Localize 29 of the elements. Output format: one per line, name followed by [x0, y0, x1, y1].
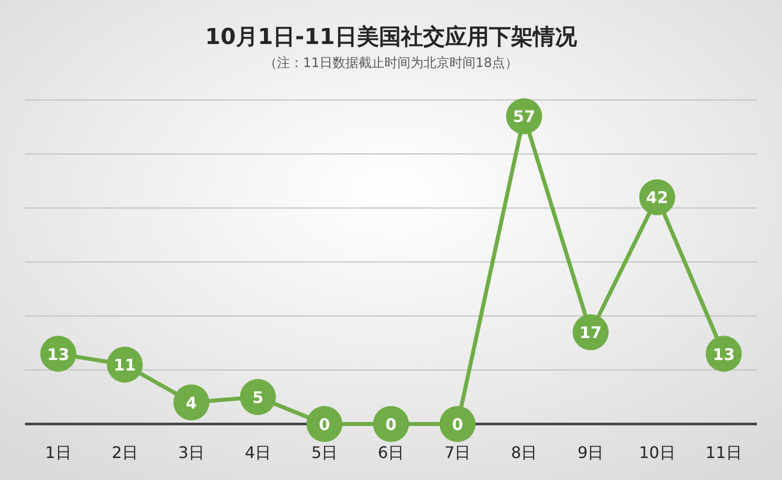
data-label: 0	[452, 415, 464, 434]
x-tick-label: 3日	[178, 443, 204, 462]
x-tick-label: 9日	[578, 443, 604, 462]
point	[440, 406, 476, 442]
x-tick-label: 7日	[444, 443, 471, 462]
x-tick-label: 10日	[639, 443, 676, 462]
x-tick-label: 11日	[706, 443, 742, 462]
data-label: 5	[252, 388, 264, 407]
data-label: 0	[318, 415, 330, 434]
point	[240, 379, 276, 415]
x-tick-label: 1日	[45, 443, 72, 462]
x-tick-label: 4日	[244, 443, 272, 462]
data-label: 17	[580, 323, 602, 342]
chart-subtitle: （注：11日数据截止时间为北京时间18点）	[264, 56, 518, 71]
x-tick-label: 2日	[112, 443, 138, 462]
data-label: 11	[114, 356, 136, 375]
x-tick-label: 5日	[311, 443, 338, 462]
data-label: 0	[385, 415, 397, 434]
data-label: 4	[186, 393, 197, 412]
point	[306, 406, 342, 442]
point	[173, 384, 210, 420]
chart-title: 10月1日-11日美国社交应用下架情况	[205, 24, 578, 50]
x-tick-label: 6日	[378, 443, 404, 462]
data-label: 42	[646, 188, 668, 208]
data-label: 57	[512, 107, 536, 126]
data-label: 13	[47, 344, 70, 364]
x-tick-label: 8日	[510, 443, 538, 462]
data-label: 13	[712, 344, 735, 364]
point	[373, 406, 409, 442]
